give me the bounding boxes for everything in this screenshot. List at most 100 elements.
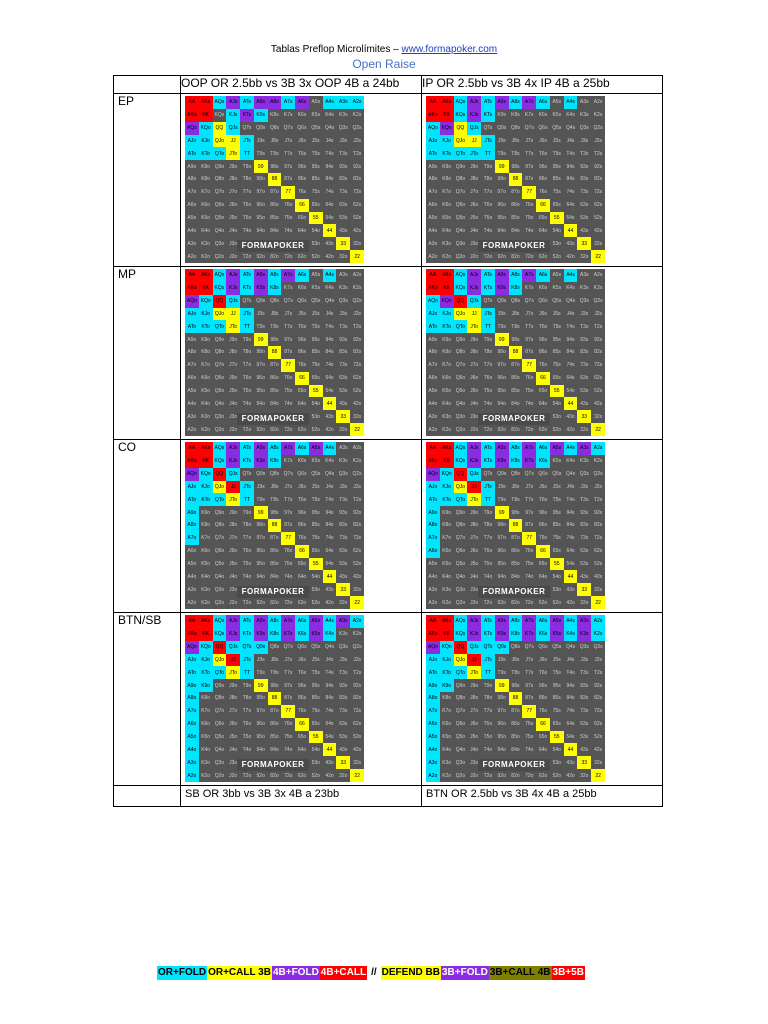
hand-cell: K9o [198, 333, 213, 347]
chart-cell: AA AKs AQs AJs ATs A9s A8s A7s A6s A5s A4s A3s A2s AK… [180, 266, 422, 440]
hand-cell: K4s [563, 281, 578, 295]
hand-cell: Q5s [549, 121, 564, 135]
legend-item: OR+FOLD [157, 966, 208, 980]
hand-cell: 73s [336, 358, 351, 372]
hand-cell: A2s [350, 442, 364, 455]
hand-grid-row: AQo KQo QQ QJs QTs Q9s Q8s Q7s Q6s Q5s Q4s Q3s Q2s [185, 467, 364, 481]
header-link[interactable]: www.formapoker.com [401, 44, 498, 55]
hand-grid-row: AQo KQo QQ QJs QTs Q9s Q8s Q7s Q6s Q5s Q4s Q3s Q2s [426, 121, 605, 135]
hand-cell: 33 [577, 583, 592, 597]
hand-grid-row: AA AKs AQs AJs ATs A9s A8s A7s A6s A5s A4s A3s A2s [426, 615, 605, 628]
hand-cell: 75s [549, 185, 564, 199]
hand-cell: J9o [467, 679, 482, 693]
hand-cell: Q2o [212, 250, 227, 263]
hand-cell: T4s [563, 320, 578, 334]
hand-cell: J7s [281, 307, 296, 321]
hand-cell: J3o [226, 756, 241, 770]
hand-grid-row: A2o K2o Q2o J2o T2o 92o 82o 72o 62o 52o 42o 32o 22 [426, 423, 605, 436]
hand-cell: T6s [536, 493, 550, 507]
hand-cell: 85o [267, 211, 282, 225]
hand-cell: J6o [226, 371, 241, 385]
hand-cell: J5o [226, 211, 241, 225]
hand-grid-row: AKo KK KQs KJs KTs K9s K8s K7s K6s K5s K4s K3s K2s [426, 454, 605, 468]
hand-grid-row: A9o K9o Q9o J9o T9o 99 98s 97s 96s 95s 94s 93s 92s [185, 506, 364, 520]
hand-cell: 84o [267, 397, 282, 411]
hand-cell: 94o [253, 397, 268, 411]
hand-cell: K3o [198, 410, 213, 424]
hand-cell: 92s [591, 160, 605, 174]
hand-cell: A2s [350, 96, 364, 109]
hand-cell: K2s [591, 281, 605, 295]
hand-cell: A4o [185, 570, 199, 584]
hand-cell: A3o [426, 583, 440, 597]
hand-cell: 98o [494, 519, 509, 532]
hand-cell: A4s [322, 615, 337, 628]
hand-chart: AA AKs AQs AJs ATs A9s A8s A7s A6s A5s A4s A3s A2s AK… [185, 96, 364, 263]
hand-cell: T6s [295, 493, 309, 507]
hand-cell: 87s [522, 173, 537, 186]
hand-cell: 53s [577, 211, 592, 225]
hand-cell: A6s [536, 269, 550, 282]
hand-cell: JJ [467, 653, 482, 667]
hand-cell: 75o [522, 211, 537, 225]
hand-cell: AKs [198, 442, 213, 455]
hand-cell: Q6s [295, 467, 309, 481]
hand-cell: 72s [591, 358, 605, 372]
hand-cell: T2o [240, 769, 254, 782]
hand-cell: J8s [267, 134, 282, 148]
hand-cell: J3s [577, 480, 592, 494]
hand-cell: 84o [508, 224, 523, 238]
hand-cell: J3s [336, 134, 351, 148]
hand-cell: AQs [453, 615, 468, 628]
hand-cell: 52s [591, 730, 605, 744]
hand-cell: K3o [198, 237, 213, 251]
hand-cell: 83s [336, 173, 351, 186]
hand-cell: T9s [494, 320, 509, 334]
hand-cell: J4s [563, 480, 578, 494]
hand-cell: J7o [226, 704, 241, 718]
hand-cell: AA [426, 269, 440, 282]
hand-cell: 84o [267, 743, 282, 757]
hand-cell: 98s [508, 160, 523, 174]
hand-cell: 74s [563, 704, 578, 718]
hand-cell: KTs [240, 108, 254, 122]
hand-cell: Q4o [212, 397, 227, 411]
hand-cell: K9s [494, 454, 509, 468]
hand-cell: 74s [322, 704, 337, 718]
hand-cell: K9s [253, 281, 268, 295]
hand-cell: Q7o [453, 531, 468, 545]
hand-cell: KTo [439, 147, 454, 161]
hand-cell: 62o [295, 769, 309, 782]
hand-cell: ATo [185, 320, 199, 334]
hand-cell: T8o [240, 173, 254, 186]
hand-cell: A4o [185, 224, 199, 238]
hand-cell: J9s [494, 307, 509, 321]
hand-cell: AQo [426, 467, 440, 481]
hand-cell: T3s [577, 493, 592, 507]
hand-cell: AJo [185, 134, 199, 148]
watermark-label: FORMAPOKER [237, 586, 309, 598]
hand-cell: Q8o [453, 692, 468, 705]
hand-cell: K5o [198, 557, 213, 571]
hand-cell: Q5s [308, 467, 323, 481]
hand-cell: 88 [508, 692, 523, 705]
hand-cell: Q6o [453, 544, 468, 558]
watermark-label: FORMAPOKER [478, 240, 550, 252]
hand-cell: 72o [281, 250, 296, 263]
hand-cell: QJs [467, 640, 482, 654]
hand-cell: J3s [577, 653, 592, 667]
hand-cell: AQo [185, 294, 199, 308]
hand-cell: KTs [481, 454, 495, 468]
hand-cell: 54o [308, 743, 323, 757]
hand-cell: 84s [563, 173, 578, 186]
hand-cell: AQs [212, 615, 227, 628]
hand-cell: T4s [563, 493, 578, 507]
hand-cell: A9o [185, 679, 199, 693]
hand-cell: 64o [295, 224, 309, 238]
hand-cell: T7s [281, 320, 296, 334]
hand-cell: ATs [240, 96, 254, 109]
hand-cell: 73s [336, 704, 351, 718]
hand-cell: KQo [439, 121, 454, 135]
hand-cell: 63s [577, 371, 592, 385]
hand-cell: K8s [267, 627, 282, 641]
